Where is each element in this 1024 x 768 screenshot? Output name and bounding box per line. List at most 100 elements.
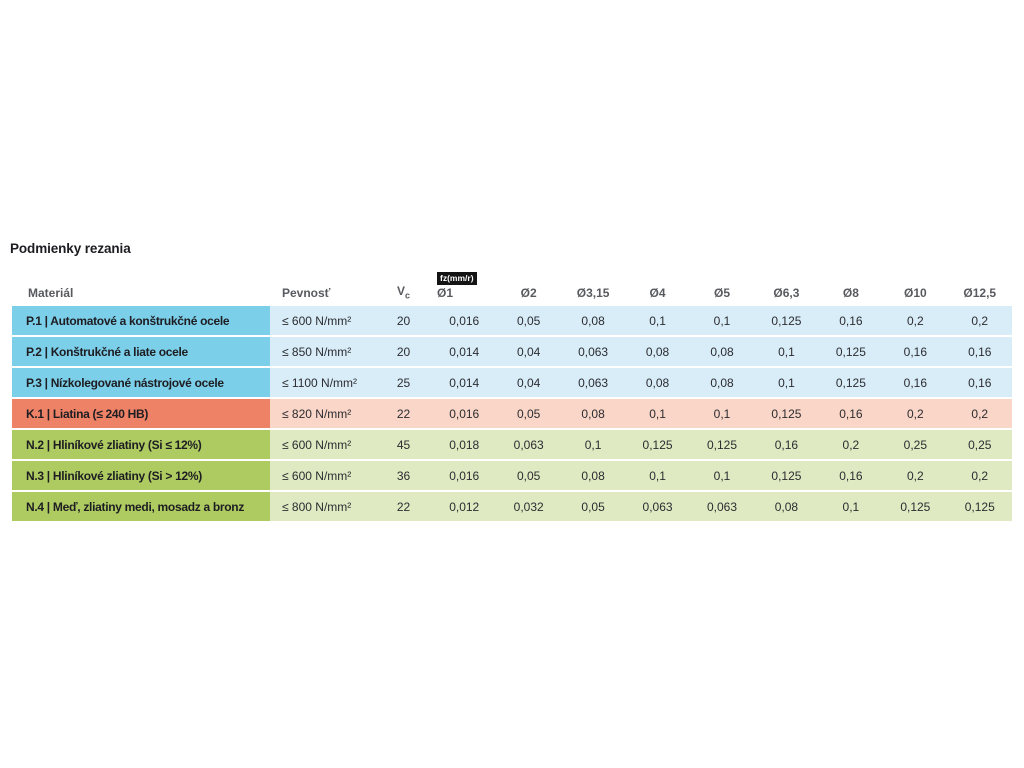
diameter-label: Ø2 (520, 286, 537, 300)
column-header-diameter-4: Ø4 (625, 286, 689, 302)
feed-cell: 0,018 (432, 430, 497, 459)
feed-cell: 0,25 (947, 430, 1012, 459)
feed-cell: 0,16 (754, 430, 819, 459)
column-header-diameter-6_3: Ø6,3 (754, 286, 818, 302)
feed-cell: 0,016 (432, 399, 497, 428)
column-header-diameter-12_5: Ø12,5 (948, 286, 1012, 302)
cutting-speed-cell: 45 (375, 430, 432, 459)
cutting-speed-cell: 25 (375, 368, 432, 397)
feed-cell: 0,1 (625, 461, 690, 490)
feed-cell: 0,08 (689, 337, 755, 366)
table-row: N.3 | Hliníkové zliatiny (Si > 12%) ≤ 600… (12, 461, 1012, 490)
feed-cell: 0,05 (496, 399, 561, 428)
feed-cell: 0,032 (496, 492, 561, 521)
column-header-diameter-10: Ø10 (883, 286, 947, 302)
feed-cell: 0,16 (883, 368, 948, 397)
feed-cell: 0,25 (883, 430, 948, 459)
feed-cell: 0,125 (818, 337, 884, 366)
strength-cell: ≤ 820 N/mm² (270, 399, 375, 428)
feed-cell: 0,08 (689, 368, 755, 397)
cutting-speed-cell: 20 (375, 306, 432, 335)
column-header-diameter-3_15: Ø3,15 (561, 286, 625, 302)
material-cell: P.2 | Konštrukčné a liate ocele (12, 337, 270, 366)
vc-subscript: c (405, 290, 411, 300)
material-cell: N.2 | Hliníkové zliatiny (Si ≤ 12%) (12, 430, 270, 459)
diameter-label: Ø8 (842, 286, 859, 300)
feed-cell: 0,063 (496, 430, 561, 459)
column-header-cutting-speed: Vc (375, 284, 432, 302)
feed-cell: 0,16 (947, 368, 1012, 397)
column-header-material: Materiál (28, 286, 74, 300)
feed-cell: 0,08 (560, 306, 626, 335)
feed-cell: 0,2 (818, 430, 884, 459)
feed-cell: 0,1 (754, 368, 819, 397)
feed-cell: 0,125 (625, 430, 690, 459)
feed-cell: 0,063 (689, 492, 755, 521)
feed-cell: 0,2 (947, 461, 1012, 490)
diameter-label: Ø1 (437, 286, 454, 300)
feed-cell: 0,012 (432, 492, 497, 521)
feed-cell: 0,05 (560, 492, 626, 521)
feed-cell: 0,16 (947, 337, 1012, 366)
strength-cell: ≤ 1100 N/mm² (270, 368, 375, 397)
feed-cell: 0,063 (560, 337, 626, 366)
material-cell: N.4 | Meď, zliatiny medi, mosadz a bronz (12, 492, 270, 521)
feed-cell: 0,16 (818, 461, 884, 490)
feed-cell: 0,014 (432, 368, 497, 397)
cutting-conditions-table: Materiál Pevnosť Vc fz(mm/r) Ø1 Ø2 Ø3,15 Ø4 Ø… (12, 264, 1012, 523)
material-cell: N.3 | Hliníkové zliatiny (Si > 12%) (12, 461, 270, 490)
diameter-label: Ø3,15 (576, 286, 610, 300)
feed-cell: 0,05 (496, 306, 561, 335)
table-row: N.4 | Meď, zliatiny medi, mosadz a bronz… (12, 492, 1012, 521)
feed-cell: 0,2 (947, 399, 1012, 428)
feed-cell: 0,125 (883, 492, 948, 521)
vc-label: V (396, 283, 405, 298)
feed-cell: 0,04 (496, 368, 561, 397)
feed-cell: 0,2 (883, 461, 948, 490)
feed-cell: 0,125 (754, 461, 819, 490)
feed-cell: 0,063 (560, 368, 626, 397)
page-title: Podmienky rezania (10, 241, 131, 256)
table-row: P.3 | Nízkolegované nástrojové ocele ≤ 11… (12, 368, 1012, 397)
feed-cell: 0,125 (689, 430, 755, 459)
feed-cell: 0,063 (625, 492, 690, 521)
cutting-speed-cell: 36 (375, 461, 432, 490)
strength-cell: ≤ 600 N/mm² (270, 306, 375, 335)
feed-cell: 0,08 (560, 399, 626, 428)
cutting-speed-cell: 20 (375, 337, 432, 366)
feed-cell: 0,08 (754, 492, 819, 521)
column-header-strength: Pevnosť (282, 286, 331, 300)
feed-cell: 0,08 (560, 461, 626, 490)
cutting-speed-cell: 22 (375, 399, 432, 428)
material-cell: K.1 | Liatina (≤ 240 HB) (12, 399, 270, 428)
diameter-label: Ø10 (903, 286, 927, 300)
feed-cell: 0,1 (818, 492, 884, 521)
feed-cell: 0,16 (818, 306, 884, 335)
diameter-label: Ø12,5 (963, 286, 997, 300)
strength-cell: ≤ 800 N/mm² (270, 492, 375, 521)
feed-cell: 0,08 (625, 368, 690, 397)
feed-cell: 0,014 (432, 337, 497, 366)
feed-cell: 0,1 (689, 461, 755, 490)
table-header-row: Materiál Pevnosť Vc fz(mm/r) Ø1 Ø2 Ø3,15 Ø4 Ø… (12, 264, 1012, 302)
feed-unit-badge: fz(mm/r) (437, 272, 477, 285)
feed-cell: 0,05 (496, 461, 561, 490)
feed-cell: 0,16 (818, 399, 884, 428)
feed-cell: 0,2 (947, 306, 1012, 335)
table-row: P.2 | Konštrukčné a liate ocele ≤ 850 N/m… (12, 337, 1012, 366)
feed-cell: 0,1 (625, 399, 690, 428)
diameter-label: Ø4 (649, 286, 666, 300)
feed-cell: 0,1 (689, 306, 755, 335)
feed-cell: 0,016 (432, 306, 497, 335)
feed-cell: 0,125 (947, 492, 1012, 521)
feed-cell: 0,125 (754, 306, 819, 335)
table-row: P.1 | Automatové a konštrukčné ocele ≤ 60… (12, 306, 1012, 335)
diameter-label: Ø6,3 (773, 286, 800, 300)
table-row: K.1 | Liatina (≤ 240 HB) ≤ 820 N/mm² 22 0,0… (12, 399, 1012, 428)
table-body: P.1 | Automatové a konštrukčné ocele ≤ 60… (12, 306, 1012, 521)
feed-cell: 0,125 (754, 399, 819, 428)
feed-cell: 0,08 (625, 337, 690, 366)
strength-cell: ≤ 850 N/mm² (270, 337, 375, 366)
column-header-diameter-5: Ø5 (690, 286, 754, 302)
feed-cell: 0,16 (883, 337, 948, 366)
